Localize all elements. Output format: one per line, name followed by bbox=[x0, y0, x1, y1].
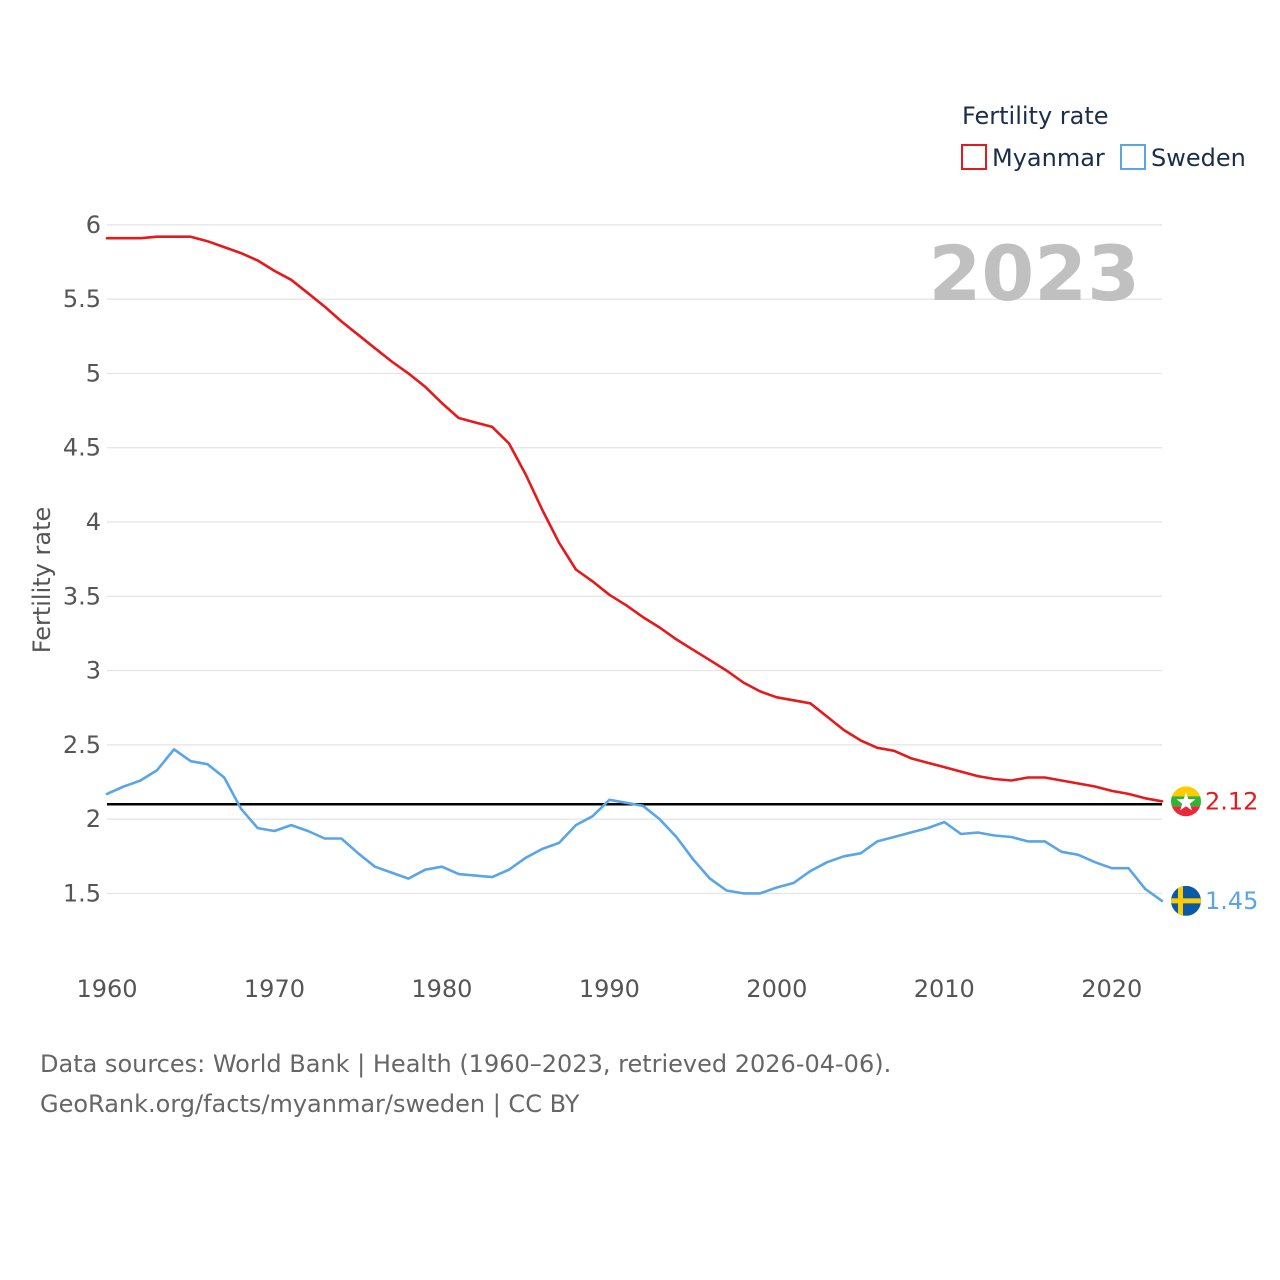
legend-label-myanmar: Myanmar bbox=[992, 144, 1105, 172]
source-note: Data sources: World Bank | Health (1960–… bbox=[40, 1044, 891, 1124]
y-tick-label: 4 bbox=[86, 508, 101, 536]
x-tick-label: 1960 bbox=[76, 975, 137, 1003]
myanmar-flag-icon bbox=[1171, 786, 1201, 817]
end-markers: 2.12 1.45 bbox=[1171, 786, 1258, 916]
y-tick-label: 1.5 bbox=[63, 879, 101, 907]
y-tick-label: 3 bbox=[86, 657, 101, 685]
y-tick-label: 5.5 bbox=[63, 285, 101, 313]
x-tick-label: 2000 bbox=[746, 975, 807, 1003]
year-watermark: 2023 bbox=[928, 229, 1140, 318]
grid-lines bbox=[107, 224, 1162, 895]
legend-swatch-sweden bbox=[1120, 144, 1146, 170]
y-tick-label: 4.5 bbox=[63, 434, 101, 462]
x-tick-label: 1980 bbox=[411, 975, 472, 1003]
y-tick-label: 2 bbox=[86, 805, 101, 833]
x-tick-label: 1990 bbox=[579, 975, 640, 1003]
series-layer bbox=[105, 235, 1164, 903]
sweden-flag-icon bbox=[1171, 885, 1201, 916]
legend-label-sweden: Sweden bbox=[1151, 144, 1246, 172]
y-tick-label: 3.5 bbox=[63, 582, 101, 610]
legend-swatch-myanmar bbox=[961, 144, 987, 170]
end-value-label-sweden: 1.45 bbox=[1205, 887, 1258, 915]
x-tick-label: 1970 bbox=[244, 975, 305, 1003]
legend: Fertility rate Myanmar Sweden bbox=[961, 102, 1246, 172]
end-value-label-myanmar: 2.12 bbox=[1205, 787, 1258, 815]
series-line-myanmar bbox=[105, 235, 1164, 803]
x-tick-label: 2010 bbox=[914, 975, 975, 1003]
y-axis-ticks: 1.5 2 2.5 3 3.5 4 4.5 5 5.5 6 bbox=[63, 211, 101, 908]
y-tick-label: 5 bbox=[86, 359, 101, 387]
x-axis-ticks: 1960 1970 1980 1990 2000 2010 2020 bbox=[76, 975, 1142, 1003]
credit-link[interactable]: GeoRank.org/facts/myanmar/sweden | CC BY bbox=[40, 1090, 580, 1118]
series-line-sweden bbox=[105, 747, 1164, 903]
legend-title: Fertility rate bbox=[962, 102, 1109, 130]
y-tick-label: 2.5 bbox=[63, 731, 101, 759]
x-tick-label: 2020 bbox=[1081, 975, 1142, 1003]
y-axis-label: Fertility rate bbox=[28, 507, 56, 654]
data-sources-text: Data sources: World Bank | Health (1960–… bbox=[40, 1050, 892, 1078]
y-tick-label: 6 bbox=[86, 211, 101, 239]
